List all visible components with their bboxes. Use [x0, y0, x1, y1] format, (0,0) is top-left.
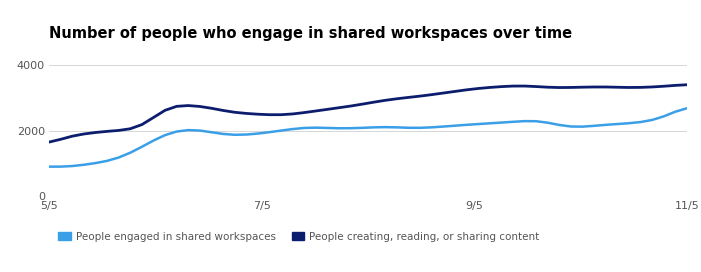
- Legend: People engaged in shared workspaces, People creating, reading, or sharing conten: People engaged in shared workspaces, Peo…: [54, 227, 544, 246]
- Text: Number of people who engage in shared workspaces over time: Number of people who engage in shared wo…: [49, 26, 572, 41]
